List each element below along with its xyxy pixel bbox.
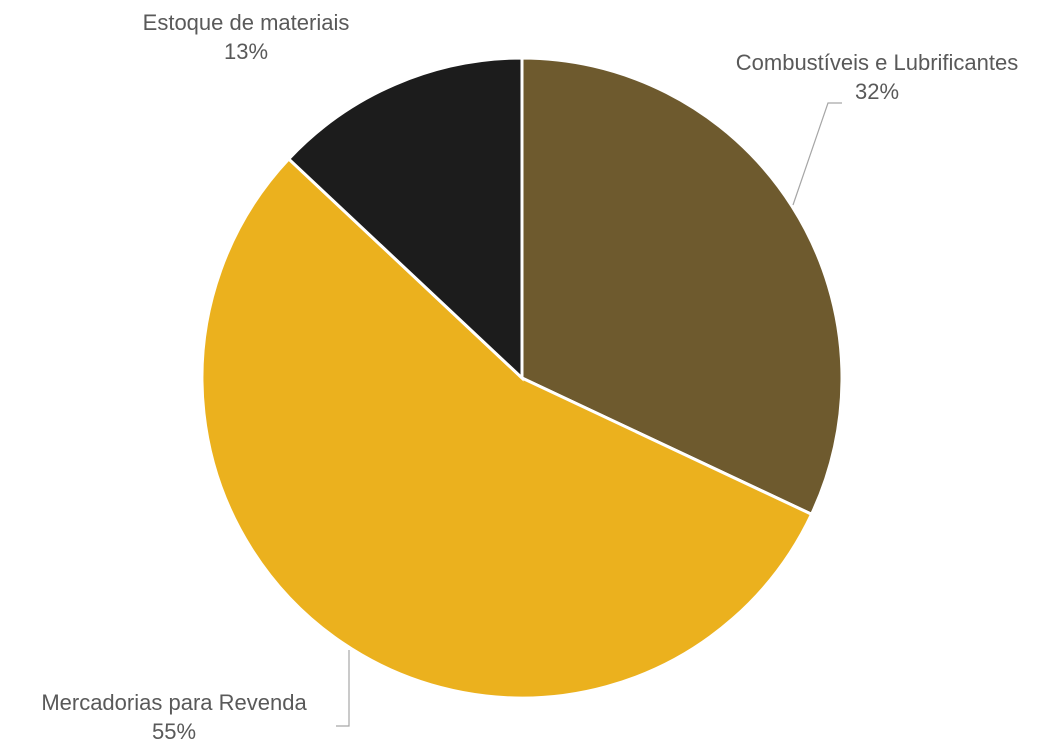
slice-label-combustiveis-e-lubrificantes: Combustíveis e Lubrificantes xyxy=(736,50,1018,75)
slice-label-estoque-de-materiais: Estoque de materiais xyxy=(143,10,350,35)
leader-line-combustiveis-e-lubrificantes xyxy=(792,102,842,206)
slice-value-label-mercadorias-para-revenda: 55% xyxy=(152,719,196,744)
slice-value-label-estoque-de-materiais: 13% xyxy=(224,39,268,64)
slices-layer xyxy=(200,56,844,700)
pie-slice-mercadorias-para-revenda xyxy=(200,156,814,700)
slice-value-label-combustiveis-e-lubrificantes: 32% xyxy=(855,79,899,104)
pie-slice-combustiveis-e-lubrificantes xyxy=(520,56,844,517)
leader-lines-layer xyxy=(336,102,842,727)
leader-line-mercadorias-para-revenda xyxy=(336,650,350,727)
slice-labels-layer: Combustíveis e Lubrificantes 32% Mercadori… xyxy=(41,10,1018,744)
pie-slice-estoque-de-materiais xyxy=(286,56,524,382)
slice-label-mercadorias-para-revenda: Mercadorias para Revenda xyxy=(41,690,307,715)
